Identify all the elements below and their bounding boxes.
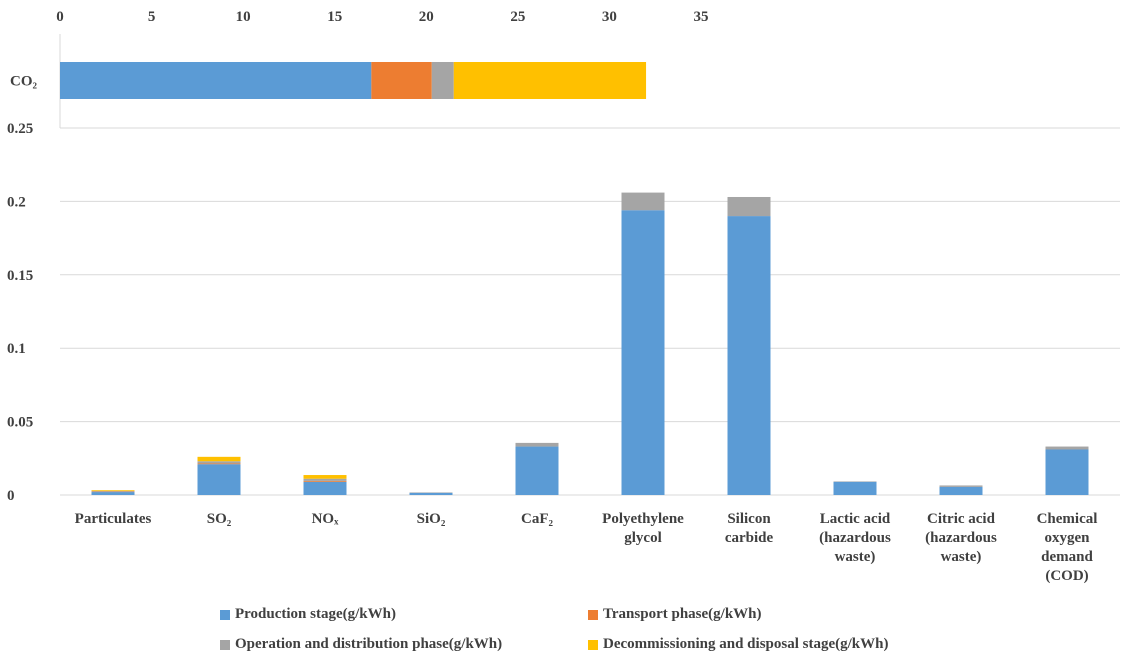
y-tick-label: 0.15 — [7, 268, 33, 284]
category-label: Silicon — [727, 511, 771, 527]
legend-swatch-operation — [220, 639, 230, 650]
legend-item-decommissioning: Decommissioning and disposal stage(g/kWh… — [588, 636, 888, 653]
category-label: CO₂ — [10, 74, 38, 90]
bar-segment — [453, 62, 647, 99]
category-label: waste) — [835, 549, 876, 565]
bar-segment — [621, 210, 665, 495]
category-label: carbide — [725, 530, 774, 546]
bar-segment — [197, 464, 241, 495]
bar-segment — [833, 481, 877, 495]
bar-segment — [727, 216, 771, 495]
x-tick-label: 15 — [327, 9, 342, 25]
bar-segment — [1045, 446, 1089, 450]
y-tick-label: 0.2 — [7, 194, 26, 210]
legend-swatch-decommissioning — [588, 639, 598, 650]
category-label: SO₂ — [207, 511, 232, 527]
bar-segment — [60, 62, 372, 99]
y-tick-label: 0.05 — [7, 415, 33, 431]
chart-canvas: 0 5 10 15 20 25 30 35 CO₂ 0 0.05 0.1 0.15 0.2 0.25 Part… — [7, 9, 1120, 584]
category-label: (hazardous — [819, 530, 891, 546]
bar-segment — [431, 62, 454, 99]
x-tick-label: 35 — [694, 9, 709, 25]
y-tick-label: 0.25 — [7, 121, 33, 137]
bar-segment — [303, 478, 347, 481]
bar-segment — [197, 461, 241, 464]
bar-segment — [515, 446, 559, 495]
category-label: glycol — [624, 530, 662, 546]
x-tick-label: 5 — [148, 9, 156, 25]
legend-label-decommissioning: Decommissioning and disposal stage(g/kWh… — [603, 636, 889, 652]
category-label: Citric acid — [927, 511, 996, 527]
legend-item-transport: Transport phase(g/kWh) — [588, 606, 762, 623]
category-label: oxygen — [1045, 530, 1091, 546]
legend-swatch-transport — [588, 609, 598, 620]
bar-segment — [303, 480, 347, 482]
bar-segment — [197, 463, 241, 465]
x-tick-label: 0 — [56, 9, 64, 25]
legend-item-production: Production stage(g/kWh) — [220, 606, 396, 623]
category-label: SiO₂ — [417, 511, 446, 527]
bar-segment — [939, 485, 983, 487]
x-tick-label: 25 — [510, 9, 525, 25]
bar-segment — [409, 492, 453, 495]
category-label: Lactic acid — [820, 511, 891, 527]
bar-segment — [1045, 449, 1089, 495]
bar-segment — [371, 62, 432, 99]
bar-segment — [91, 490, 135, 491]
bar-segment — [197, 456, 241, 462]
y-tick-label: 0.1 — [7, 341, 26, 357]
bar-segment — [939, 486, 983, 495]
category-label: Polyethylene — [602, 511, 684, 527]
bar-segment — [91, 492, 135, 495]
y-tick-label: 0 — [7, 488, 15, 504]
legend-swatch-production — [220, 609, 230, 620]
legend-label-transport: Transport phase(g/kWh) — [603, 606, 762, 622]
category-label: CaF₂ — [521, 511, 553, 527]
bar-segment — [727, 196, 771, 217]
category-label: NOₓ — [312, 511, 340, 527]
x-tick-label: 10 — [236, 9, 251, 25]
category-label: (hazardous — [925, 530, 997, 546]
bar-segment — [303, 475, 347, 479]
legend-label-operation: Operation and distribution phase(g/kWh) — [235, 636, 503, 652]
bar-segment — [303, 481, 347, 495]
x-tick-label: 30 — [602, 9, 617, 25]
category-label: waste) — [941, 549, 982, 565]
category-label: demand — [1041, 549, 1093, 565]
bar-segment — [515, 442, 559, 447]
legend-label-production: Production stage(g/kWh) — [235, 606, 396, 622]
bar-segment — [621, 192, 665, 211]
category-label: Particulates — [75, 511, 152, 527]
category-label: (COD) — [1045, 568, 1088, 584]
category-label: Chemical — [1037, 511, 1098, 527]
legend-item-operation: Operation and distribution phase(g/kWh) — [220, 636, 502, 653]
bar-segment — [91, 490, 135, 492]
x-tick-label: 20 — [419, 9, 434, 25]
